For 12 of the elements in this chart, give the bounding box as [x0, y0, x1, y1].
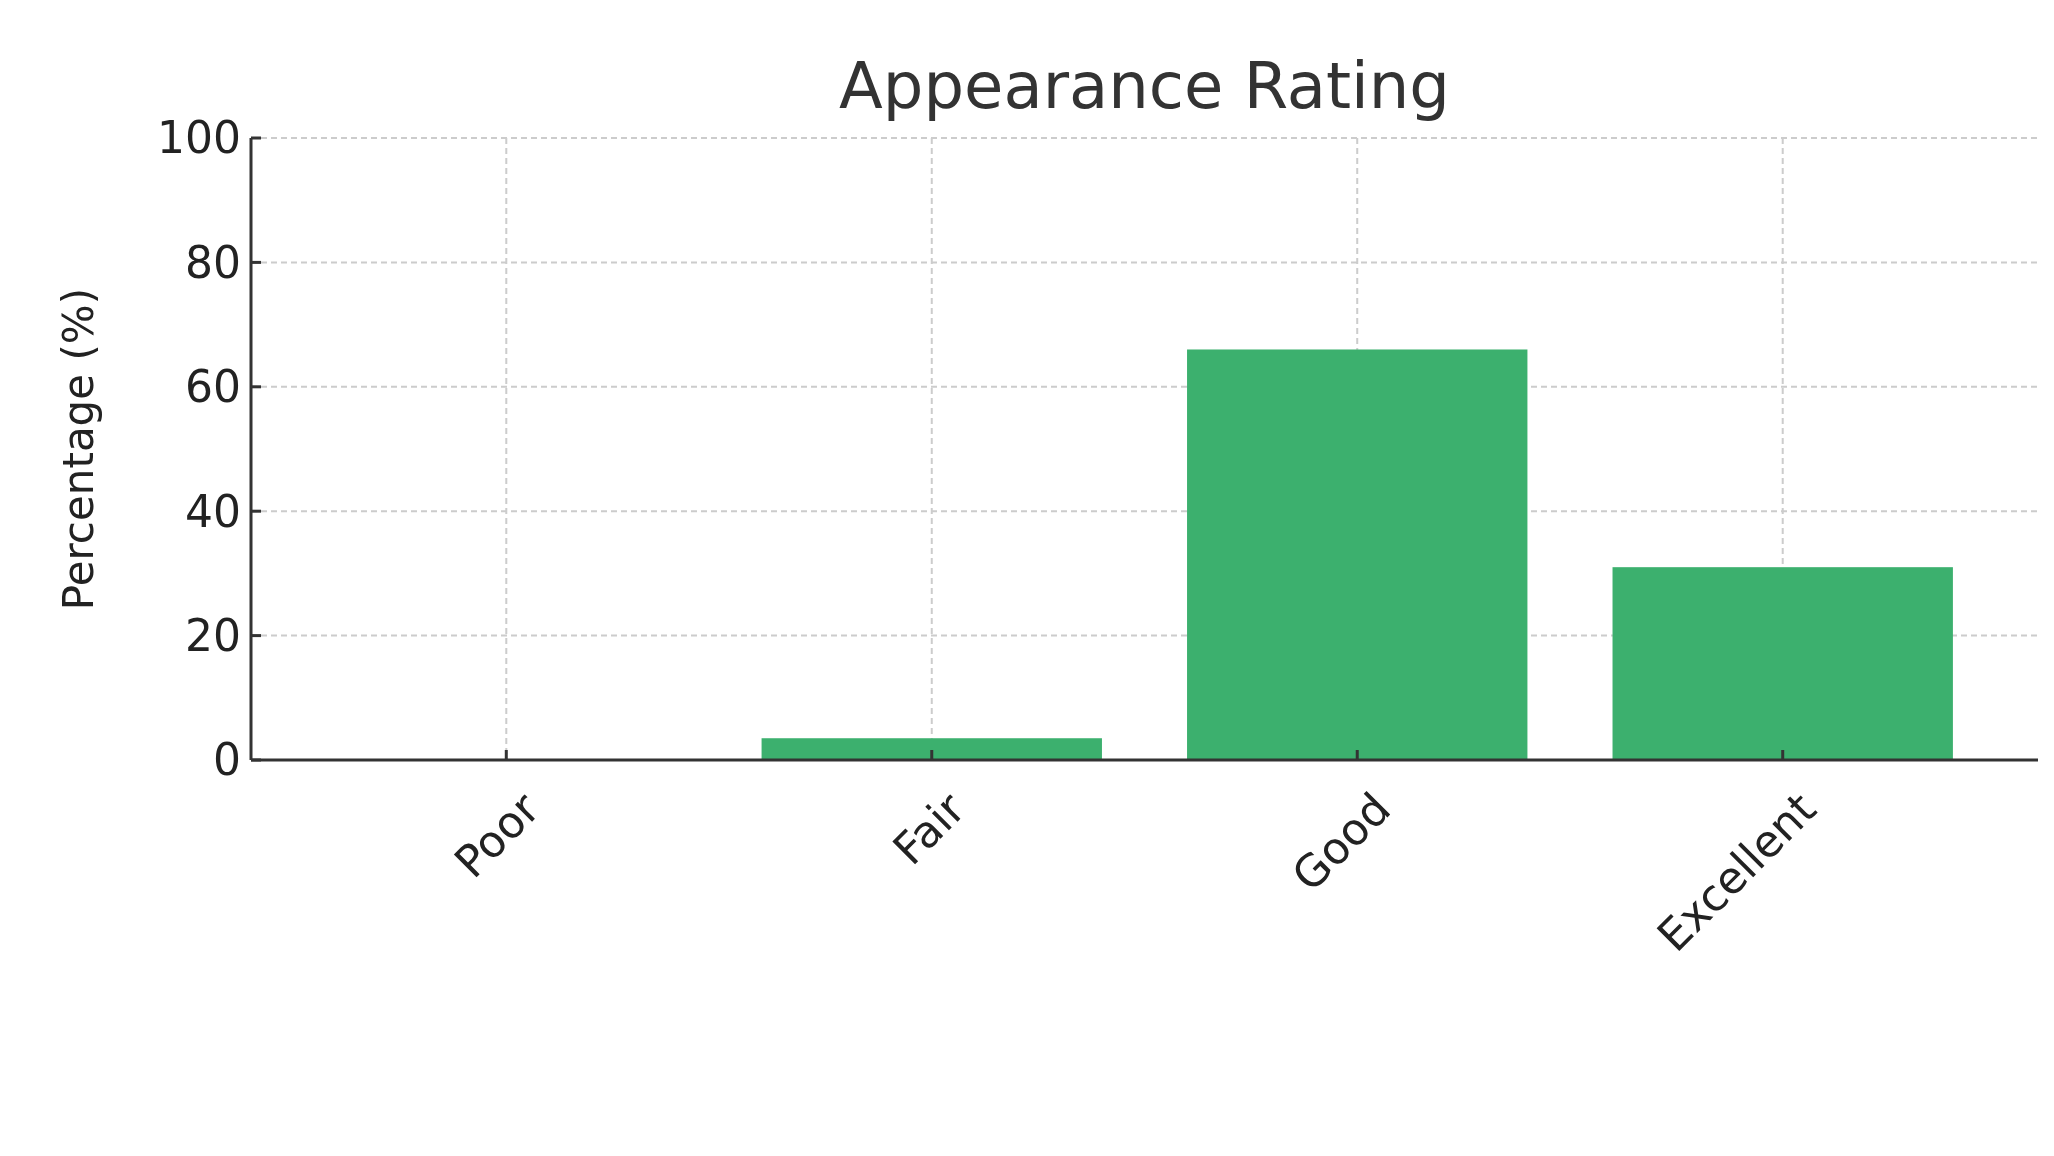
y-tick-label: 0 — [213, 734, 241, 786]
y-axis-title: Percentage (%) — [54, 287, 103, 611]
x-tick-label: Fair — [883, 782, 976, 875]
y-tick-label: 20 — [185, 610, 241, 661]
bar — [1612, 567, 1953, 760]
y-tick-label: 80 — [185, 236, 241, 288]
chart-title: Appearance Rating — [839, 49, 1450, 123]
y-tick-label: 40 — [185, 485, 241, 537]
y-tick-label: 60 — [185, 361, 241, 413]
bar — [1187, 349, 1528, 760]
y-tick-label: 100 — [157, 112, 241, 164]
bar — [761, 738, 1102, 760]
